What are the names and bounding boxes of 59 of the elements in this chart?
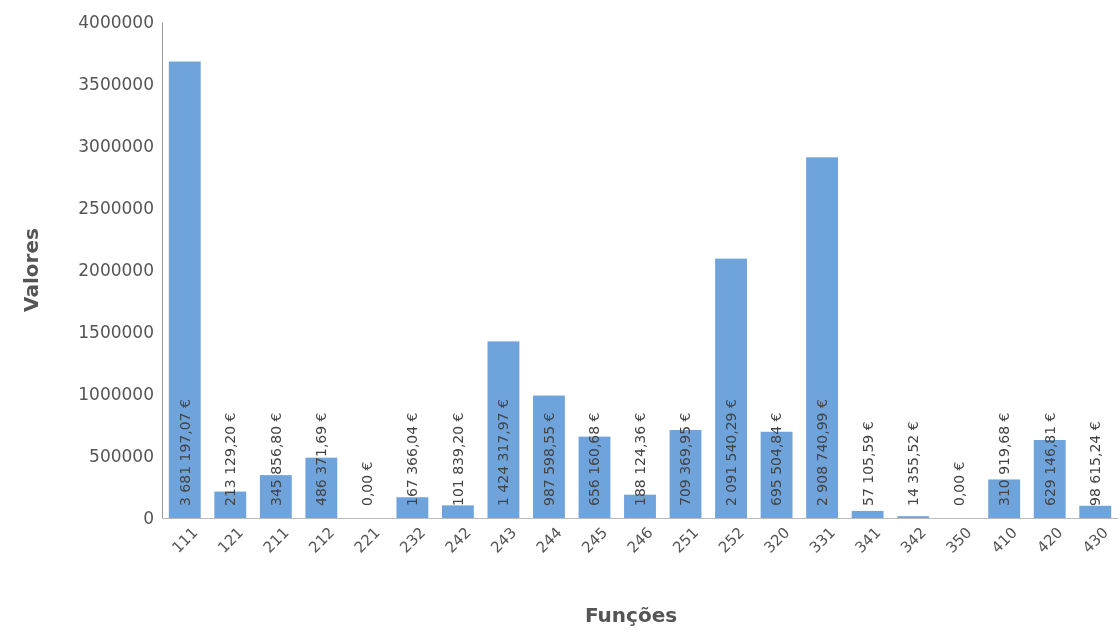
data-label: 1 424 317,97 € — [495, 399, 512, 506]
data-label: 2 091 540,29 € — [722, 399, 739, 506]
y-tick-label: 0 — [143, 507, 154, 528]
x-tick-label: 251 — [669, 523, 703, 557]
y-tick-label: 3500000 — [78, 73, 154, 94]
y-tick-label: 2000000 — [78, 259, 154, 280]
y-tick-label: 1000000 — [78, 383, 154, 404]
data-label: 98 615,24 € — [1087, 421, 1104, 506]
bar — [988, 479, 1021, 518]
x-tick-label: 331 — [805, 523, 839, 557]
data-label: 987 598,55 € — [540, 412, 557, 506]
data-label: 709 369,95 € — [677, 412, 694, 506]
bar — [1079, 505, 1112, 518]
x-tick-label: 252 — [714, 523, 748, 557]
bar — [806, 157, 839, 518]
data-label: 57 105,59 € — [859, 421, 876, 506]
x-tick-label: 341 — [851, 523, 885, 557]
y-axis-title: Valores — [19, 228, 43, 312]
bar — [259, 475, 292, 518]
bar — [168, 61, 201, 518]
data-label: 0,00 € — [950, 461, 967, 506]
data-label: 310 919,68 € — [996, 412, 1013, 506]
x-tick-label: 111 — [168, 523, 202, 557]
data-label: 2 908 740,99 € — [814, 399, 830, 506]
bar — [851, 510, 884, 518]
bar — [487, 341, 520, 518]
x-tick-label: 430 — [1078, 523, 1112, 557]
data-label: 213 129,20 € — [222, 412, 239, 506]
y-tick-label: 2500000 — [78, 197, 154, 218]
x-tick-label: 410 — [987, 523, 1021, 557]
data-label: 345 856,80 € — [267, 412, 284, 506]
data-label: 656 160,68 € — [586, 412, 603, 506]
data-label: 695 504,84 € — [768, 412, 785, 506]
y-tick-label: 500000 — [89, 445, 154, 466]
data-label: 188 124,36 € — [631, 412, 648, 506]
x-tick-label: 242 — [441, 523, 475, 557]
x-tick-label: 232 — [396, 523, 430, 557]
data-label: 3 681 197,07 € — [176, 399, 193, 506]
x-tick-label: 320 — [760, 523, 794, 557]
y-tick-label: 4000000 — [78, 11, 154, 32]
y-tick-label: 3000000 — [78, 135, 154, 156]
data-label: 14 355,52 € — [905, 421, 922, 506]
x-tick-label: 121 — [213, 523, 247, 557]
x-tick-label: 221 — [350, 523, 384, 557]
data-label: 0,00 € — [358, 461, 375, 506]
x-tick-label: 420 — [1033, 523, 1067, 557]
x-tick-label: 350 — [942, 523, 976, 557]
x-axis-title: Funções — [584, 603, 678, 627]
bar — [441, 505, 474, 518]
data-label: 101 839,20 € — [449, 412, 466, 506]
x-tick-label: 211 — [259, 523, 293, 557]
data-label: 629 146,81 € — [1041, 412, 1058, 506]
data-label: 167 366,04 € — [404, 412, 421, 506]
x-tick-label: 342 — [896, 523, 930, 557]
x-tick-label: 212 — [305, 523, 338, 557]
x-tick-label: 243 — [487, 523, 521, 557]
y-tick-label: 1500000 — [78, 321, 154, 342]
data-label: 486 371,69 € — [313, 412, 330, 506]
bar — [715, 258, 747, 518]
